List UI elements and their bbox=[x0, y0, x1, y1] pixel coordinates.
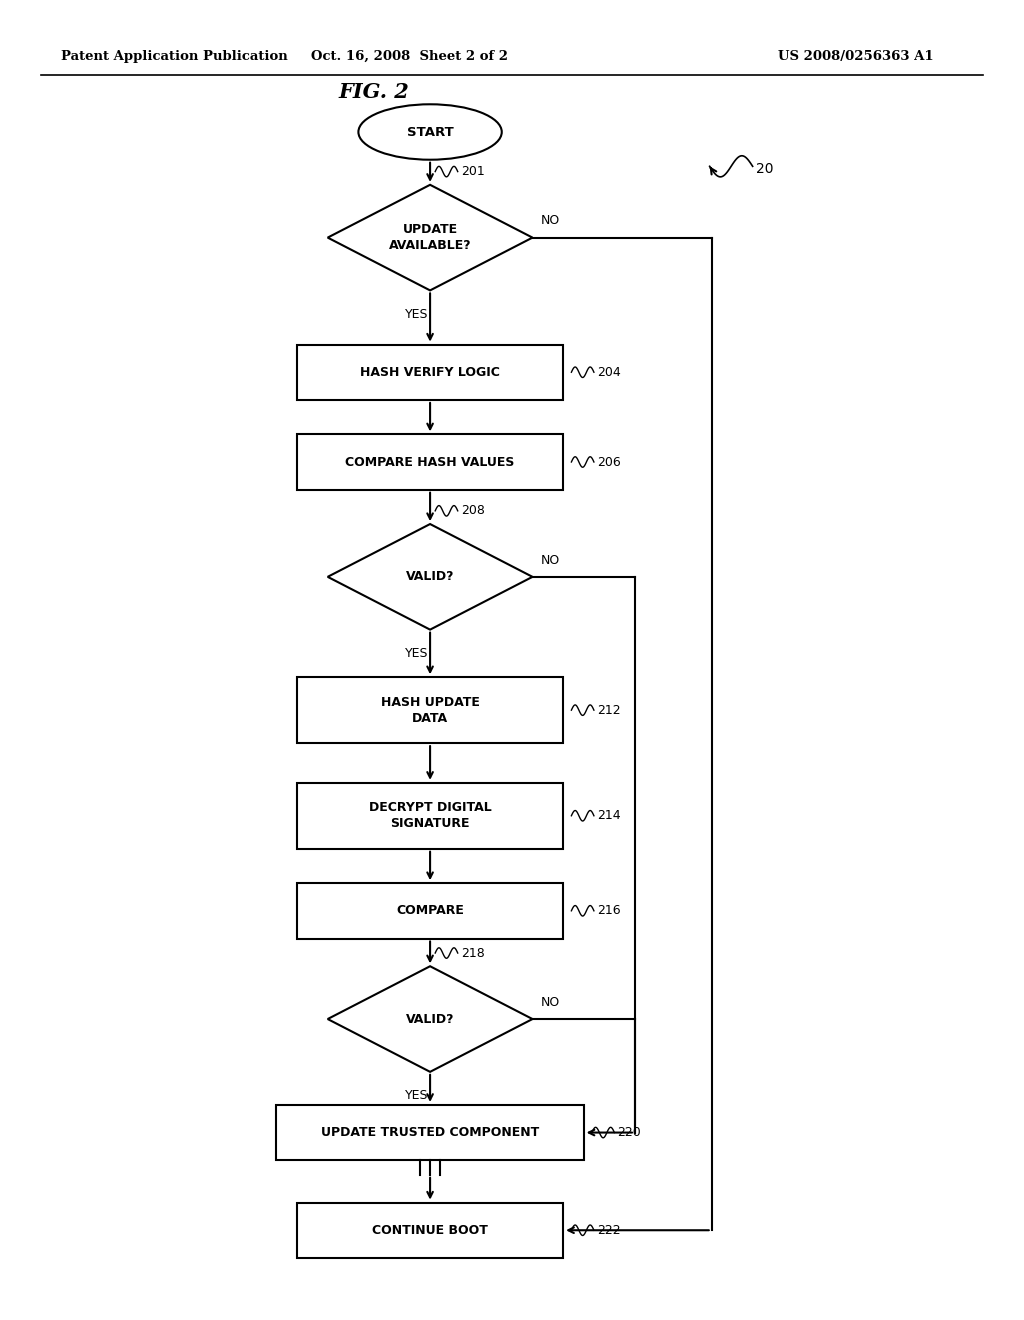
Text: YES: YES bbox=[404, 1089, 428, 1102]
Text: HASH VERIFY LOGIC: HASH VERIFY LOGIC bbox=[360, 366, 500, 379]
Text: UPDATE
AVAILABLE?: UPDATE AVAILABLE? bbox=[389, 223, 471, 252]
Bar bbox=[297, 1203, 563, 1258]
Text: 20: 20 bbox=[756, 162, 773, 176]
Text: VALID?: VALID? bbox=[406, 570, 455, 583]
Text: VALID?: VALID? bbox=[406, 1012, 455, 1026]
Text: NO: NO bbox=[541, 995, 560, 1008]
Text: START: START bbox=[407, 125, 454, 139]
Text: 208: 208 bbox=[461, 504, 484, 517]
Bar bbox=[297, 345, 563, 400]
Text: 220: 220 bbox=[617, 1126, 641, 1139]
Text: DECRYPT DIGITAL
SIGNATURE: DECRYPT DIGITAL SIGNATURE bbox=[369, 801, 492, 830]
Text: Patent Application Publication: Patent Application Publication bbox=[61, 50, 288, 63]
Text: NO: NO bbox=[541, 214, 560, 227]
Text: 214: 214 bbox=[597, 809, 621, 822]
Text: NO: NO bbox=[541, 553, 560, 566]
Bar bbox=[297, 434, 563, 490]
Bar bbox=[297, 783, 563, 849]
Text: HASH UPDATE
DATA: HASH UPDATE DATA bbox=[381, 696, 479, 725]
Text: 212: 212 bbox=[597, 704, 621, 717]
Text: YES: YES bbox=[404, 647, 428, 660]
Text: UPDATE TRUSTED COMPONENT: UPDATE TRUSTED COMPONENT bbox=[321, 1126, 540, 1139]
Text: 201: 201 bbox=[461, 165, 484, 178]
Text: 204: 204 bbox=[597, 366, 621, 379]
Text: US 2008/0256363 A1: US 2008/0256363 A1 bbox=[778, 50, 934, 63]
Text: CONTINUE BOOT: CONTINUE BOOT bbox=[372, 1224, 488, 1237]
Text: YES: YES bbox=[404, 308, 428, 321]
Text: 218: 218 bbox=[461, 946, 484, 960]
Bar bbox=[297, 677, 563, 743]
Text: 206: 206 bbox=[597, 455, 621, 469]
Bar bbox=[276, 1105, 584, 1160]
Text: 216: 216 bbox=[597, 904, 621, 917]
Text: FIG. 2: FIG. 2 bbox=[338, 82, 410, 103]
Text: COMPARE HASH VALUES: COMPARE HASH VALUES bbox=[345, 455, 515, 469]
Text: 222: 222 bbox=[597, 1224, 621, 1237]
Text: Oct. 16, 2008  Sheet 2 of 2: Oct. 16, 2008 Sheet 2 of 2 bbox=[311, 50, 508, 63]
Bar bbox=[297, 883, 563, 939]
Text: COMPARE: COMPARE bbox=[396, 904, 464, 917]
